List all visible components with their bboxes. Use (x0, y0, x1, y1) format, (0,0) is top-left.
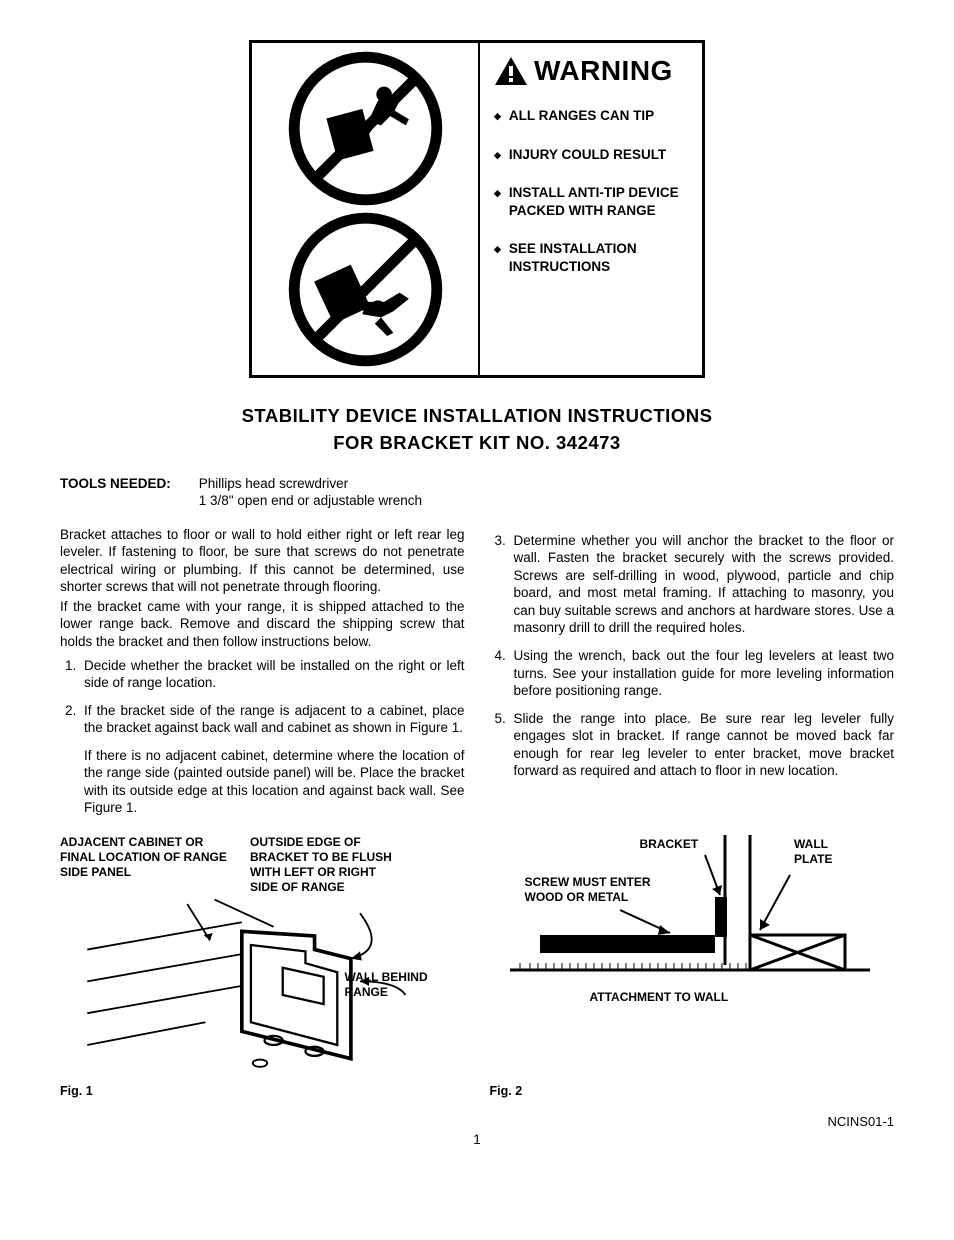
step: Determine whether you will anchor the br… (510, 532, 895, 637)
warning-title: WARNING (494, 53, 688, 89)
doc-code: NCINS01-1 (828, 1114, 894, 1131)
warning-bullet: SEE INSTALLATION INSTRUCTIONS (494, 240, 688, 276)
warning-bullet: INSTALL ANTI-TIP DEVICE PACKED WITH RANG… (494, 184, 688, 220)
page-number: 1 (473, 1131, 481, 1149)
intro-para: If the bracket came with your range, it … (60, 598, 465, 651)
steps-right: Determine whether you will anchor the br… (490, 532, 895, 780)
body-columns: Bracket attaches to floor or wall to hol… (60, 526, 894, 817)
warning-box: WARNING ALL RANGES CAN TIP INJURY COULD … (249, 40, 705, 378)
fig1-label-top: ADJACENT CABINET OR FINAL LOCATION OF RA… (60, 835, 240, 895)
fig2-screw-text: SCREW MUST ENTER WOOD OR METAL (525, 875, 675, 905)
warning-illustrations (252, 43, 480, 375)
fig1-label-right1: OUTSIDE EDGE OF BRACKET TO BE FLUSH WITH… (250, 835, 400, 895)
fig2-caption: Fig. 2 (490, 1083, 523, 1099)
step: If the bracket side of the range is adja… (80, 702, 465, 737)
figures-row: ADJACENT CABINET OR FINAL LOCATION OF RA… (60, 835, 894, 1100)
right-column: Determine whether you will anchor the br… (490, 526, 895, 817)
left-column: Bracket attaches to floor or wall to hol… (60, 526, 465, 817)
warning-bullet: INJURY COULD RESULT (494, 146, 688, 164)
warning-triangle-icon (494, 56, 528, 86)
no-tip-icon-1 (288, 51, 443, 206)
tools-label: TOOLS NEEDED: (60, 475, 171, 510)
fig2-bracket-text: BRACKET (640, 837, 699, 852)
warning-bullet: ALL RANGES CAN TIP (494, 107, 688, 125)
tools-needed: TOOLS NEEDED: Phillips head screwdriver … (60, 475, 894, 510)
fig2-wall-text: WALL PLATE (794, 837, 854, 867)
fig2-bottom-text: ATTACHMENT TO WALL (590, 990, 729, 1005)
step: Decide whether the bracket will be insta… (80, 657, 465, 692)
warning-title-text: WARNING (534, 53, 673, 89)
fig1-label-right2: WALL BEHIND RANGE (345, 970, 455, 1000)
tools-list: Phillips head screwdriver 1 3/8" open en… (199, 475, 422, 510)
intro-para: Bracket attaches to floor or wall to hol… (60, 526, 465, 596)
steps-left: Decide whether the bracket will be insta… (60, 657, 465, 737)
step: Slide the range into place. Be sure rear… (510, 710, 895, 780)
main-title: STABILITY DEVICE INSTALLATION INSTRUCTIO… (60, 403, 894, 457)
figure-1: ADJACENT CABINET OR FINAL LOCATION OF RA… (60, 835, 465, 1100)
figure-2: BRACKET WALL PLATE SCREW MUST ENTER WOOD… (490, 835, 895, 1100)
no-tip-icon-2 (288, 212, 443, 367)
step-sub: If there is no adjacent cabinet, determi… (84, 747, 465, 817)
step: Using the wrench, back out the four leg … (510, 647, 895, 700)
warning-text-panel: WARNING ALL RANGES CAN TIP INJURY COULD … (480, 43, 702, 375)
warning-bullets: ALL RANGES CAN TIP INJURY COULD RESULT I… (494, 107, 688, 276)
fig1-caption: Fig. 1 (60, 1083, 93, 1099)
footer: NCINS01-1 1 (60, 1114, 894, 1131)
